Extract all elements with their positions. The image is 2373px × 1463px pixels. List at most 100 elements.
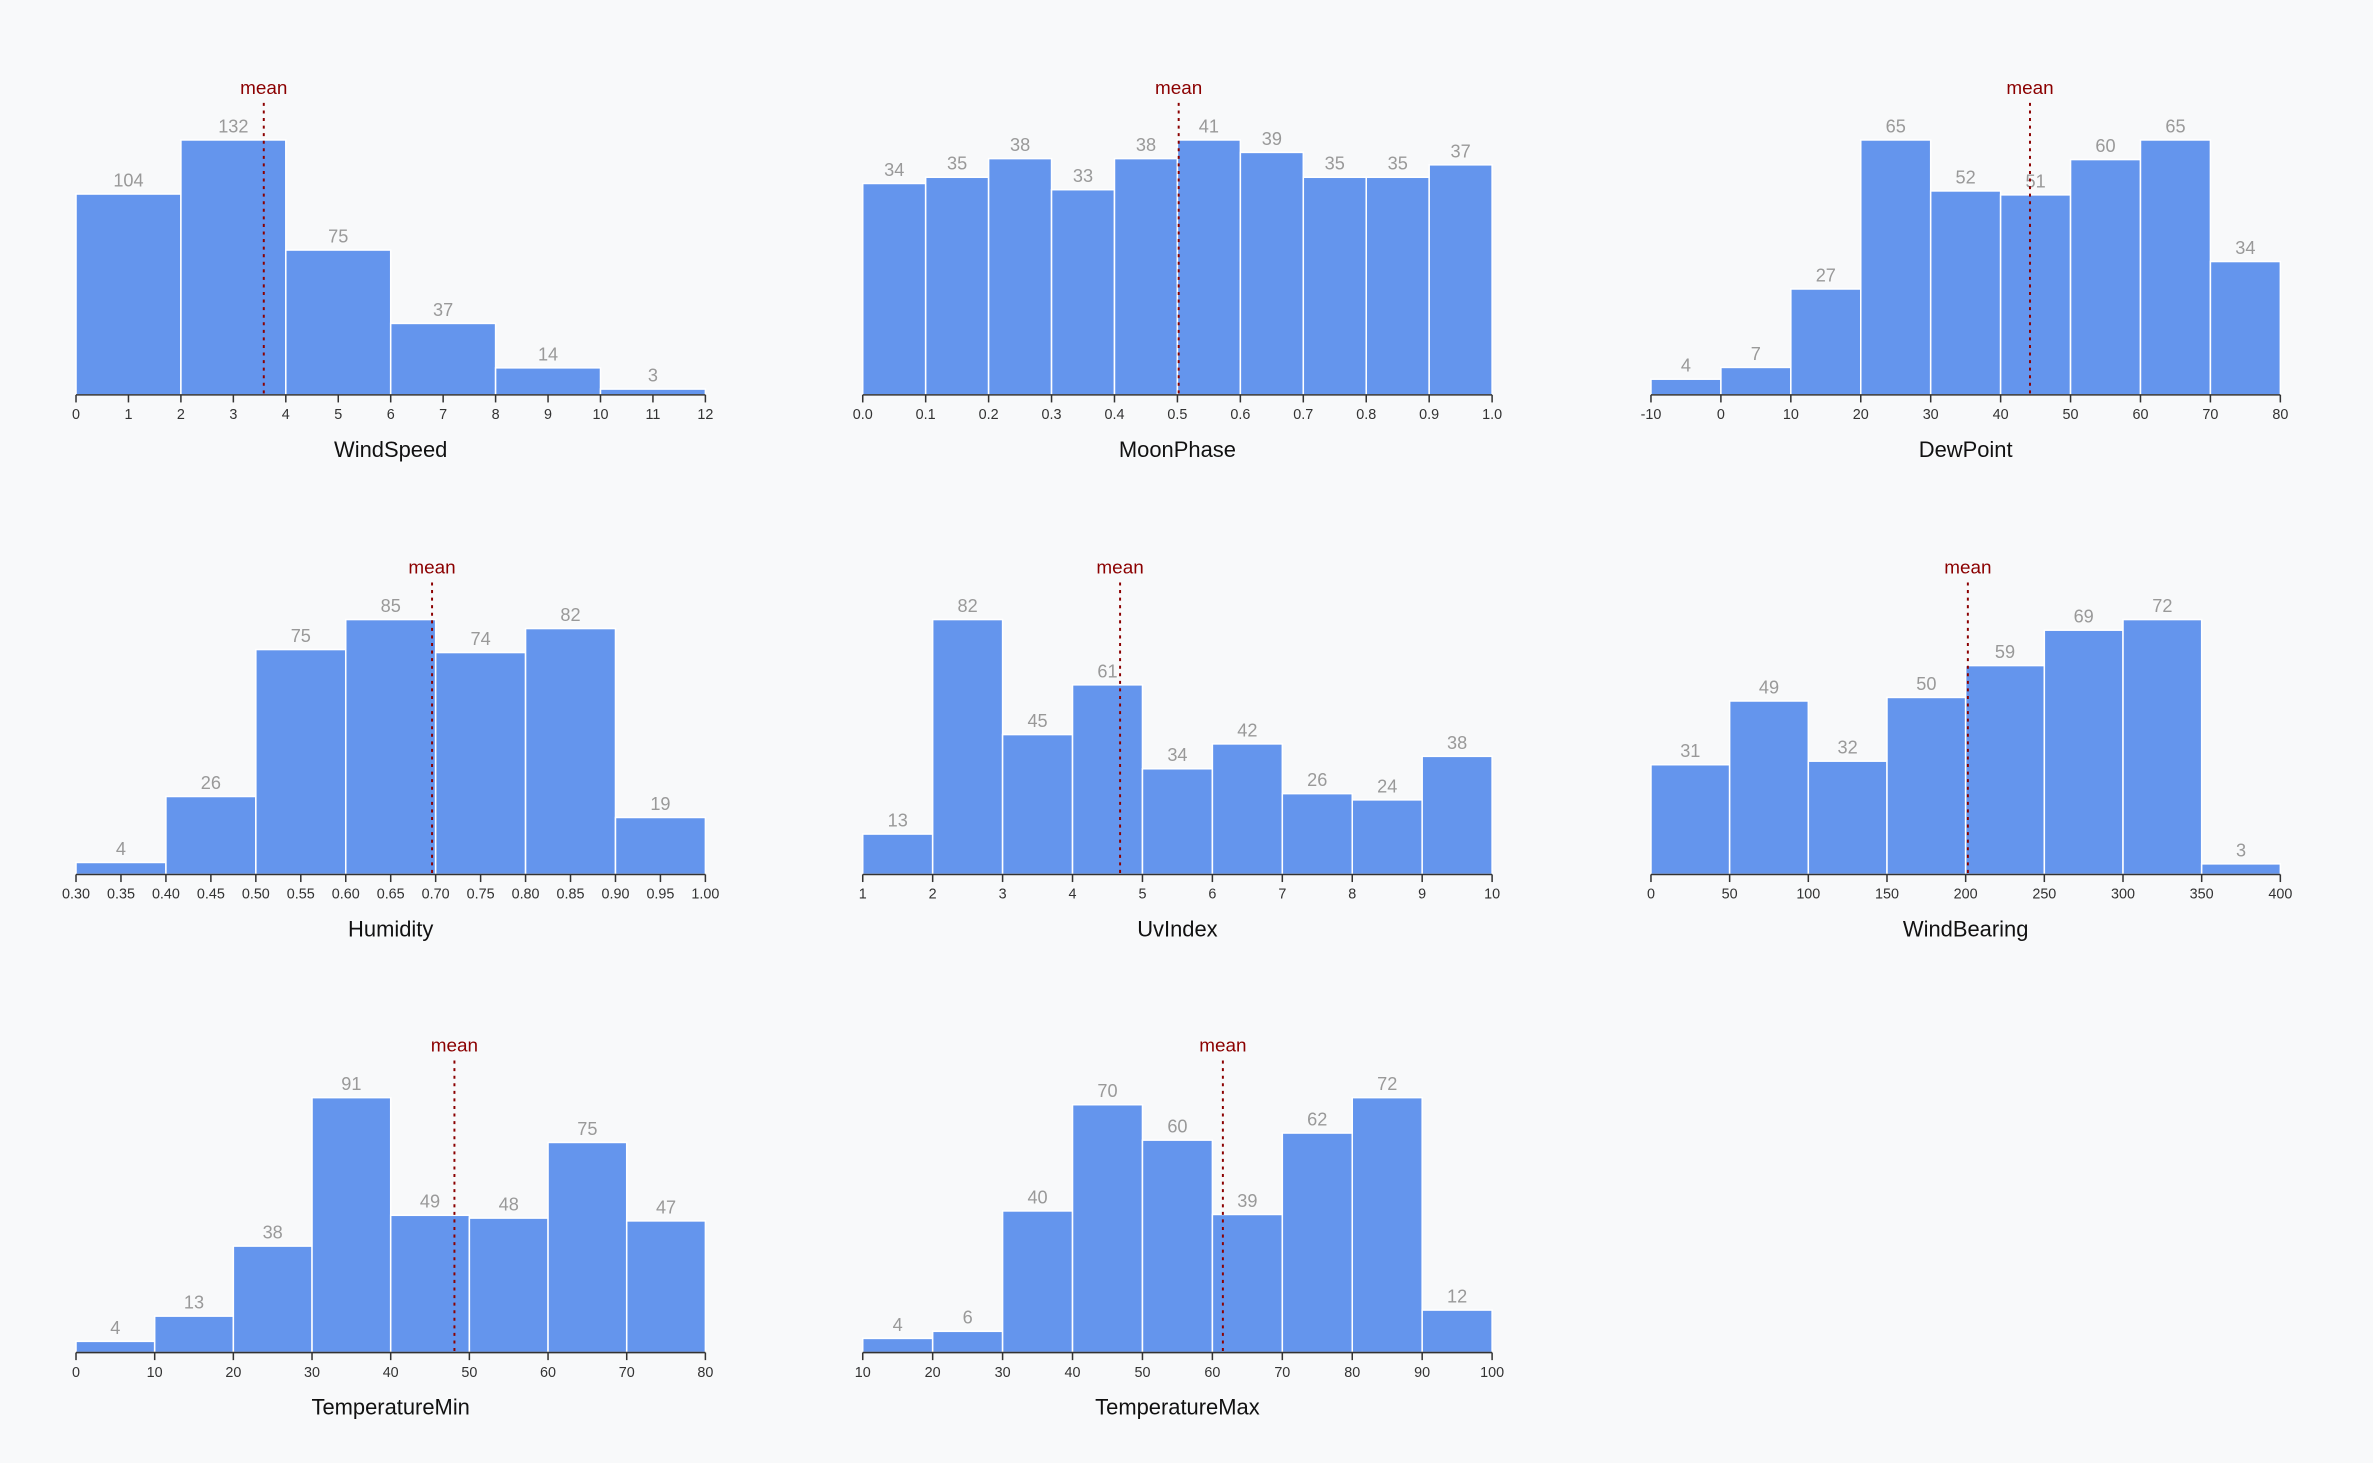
value-label: 85	[381, 596, 401, 616]
x-tick-label: 2	[929, 887, 937, 903]
bar	[547, 1141, 628, 1354]
bar	[1999, 194, 2072, 396]
bar	[434, 651, 527, 876]
bar	[1176, 139, 1242, 396]
x-tick-label: 10	[855, 1365, 871, 1381]
bar	[1001, 1210, 1074, 1354]
x-tick-label: 20	[225, 1365, 241, 1381]
value-label: 60	[1167, 1117, 1187, 1137]
bar	[1929, 190, 2002, 396]
value-label: 13	[888, 810, 908, 830]
x-tick-label: 12	[697, 407, 713, 423]
x-tick-label: 250	[2032, 887, 2056, 903]
x-axis-label: TemperatureMin	[312, 1395, 470, 1420]
x-tick-label: 0.60	[332, 887, 360, 903]
x-tick-label: 0.6	[1230, 407, 1250, 423]
value-label: 35	[1388, 154, 1408, 174]
value-label: 35	[1325, 154, 1345, 174]
x-tick-label: 400	[2268, 887, 2292, 903]
value-label: 38	[1447, 733, 1467, 753]
x-axis-label: Humidity	[348, 917, 433, 942]
x-tick-label: 20	[1853, 407, 1869, 423]
x-tick-label: 30	[304, 1365, 320, 1381]
bar	[861, 1337, 934, 1354]
bar	[494, 367, 602, 396]
bar	[931, 618, 1004, 876]
value-label: 33	[1073, 166, 1093, 186]
x-tick-label: 40	[1993, 407, 2009, 423]
bar	[255, 648, 347, 876]
bar	[285, 249, 392, 396]
x-tick-label: 10	[1783, 407, 1799, 423]
bar	[75, 193, 182, 396]
x-tick-label: 90	[1414, 1365, 1430, 1381]
value-label: 13	[184, 1293, 204, 1313]
x-tick-label: 60	[540, 1365, 556, 1381]
x-tick-label: 4	[1069, 887, 1077, 903]
bar	[1650, 763, 1731, 876]
x-tick-label: 70	[619, 1365, 635, 1381]
value-label: 14	[538, 344, 558, 364]
histogram-panel: 4 7 27 65 52 51 60 65 34 -10 0 10 20 30 40 50 60 70 80 mean…	[1641, 78, 2289, 462]
bar	[1141, 768, 1214, 876]
value-label: 38	[1010, 135, 1030, 155]
x-tick-label: 60	[2132, 407, 2148, 423]
x-tick-label: 7	[439, 407, 447, 423]
value-label: 75	[328, 226, 348, 246]
mean-label: mean	[240, 78, 287, 99]
bar	[614, 816, 707, 876]
bar	[987, 157, 1053, 396]
bar	[1050, 188, 1116, 396]
x-tick-label: 0.7	[1293, 407, 1313, 423]
x-tick-label: 1.00	[691, 887, 719, 903]
value-label: 61	[1097, 661, 1117, 681]
value-label: 72	[2152, 596, 2172, 616]
value-label: 38	[263, 1223, 283, 1243]
bar	[1113, 157, 1179, 396]
mean-label: mean	[1096, 557, 1143, 578]
x-tick-label: 40	[1065, 1365, 1081, 1381]
x-tick-label: 70	[2202, 407, 2218, 423]
bar	[344, 618, 437, 876]
x-tick-label: 0.75	[467, 887, 495, 903]
value-label: 34	[884, 160, 904, 180]
value-label: 4	[1681, 356, 1691, 376]
value-label: 35	[947, 154, 967, 174]
x-tick-label: 0.4	[1105, 407, 1125, 423]
x-axis-label: MoonPhase	[1119, 437, 1236, 462]
x-tick-label: 0.85	[557, 887, 585, 903]
x-tick-label: 8	[1348, 887, 1356, 903]
x-tick-label: 11	[645, 407, 660, 423]
value-label: 45	[1027, 711, 1047, 731]
bar	[599, 388, 707, 396]
x-tick-label: 0.35	[107, 887, 135, 903]
x-tick-label: 100	[1796, 887, 1820, 903]
histogram-panel: 4 26 75 85 74 82 19 0.30 0.35 0.40 0.45 0.50 0.55 0.6…	[62, 557, 719, 941]
value-label: 4	[893, 1315, 903, 1335]
value-label: 59	[1995, 642, 2015, 662]
bar	[1351, 799, 1423, 876]
x-tick-label: 10	[1484, 887, 1500, 903]
value-label: 65	[1886, 116, 1906, 136]
value-label: 70	[1097, 1081, 1117, 1101]
bar	[931, 1330, 1004, 1354]
bar	[389, 322, 497, 396]
value-label: 26	[1307, 770, 1327, 790]
histogram-panel: 4 6 40 70 60 39 62 72 12 10 20 30 40 50 60 70 80 90 100 mea…	[855, 1035, 1504, 1419]
value-label: 4	[116, 839, 126, 859]
x-tick-label: 50	[2063, 407, 2079, 423]
value-label: 52	[1956, 167, 1976, 187]
bar	[1421, 755, 1493, 876]
x-tick-label: 0.55	[287, 887, 315, 903]
x-tick-label: 70	[1274, 1365, 1290, 1381]
x-tick-label: 6	[1208, 887, 1216, 903]
value-label: 37	[433, 300, 453, 320]
bar	[1071, 1103, 1144, 1354]
value-label: 60	[2095, 136, 2115, 156]
x-tick-label: 30	[995, 1365, 1011, 1381]
x-tick-label: 0.65	[377, 887, 405, 903]
bar	[1351, 1096, 1423, 1354]
value-label: 4	[110, 1318, 120, 1338]
